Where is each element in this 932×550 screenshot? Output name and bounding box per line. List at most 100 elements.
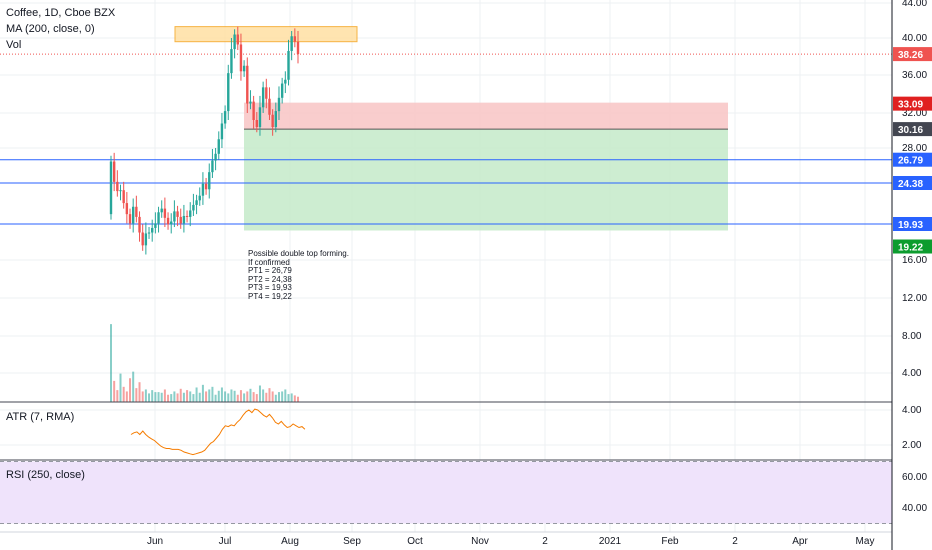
candle-body	[112, 161, 116, 182]
volume-bar	[132, 371, 135, 402]
candle	[166, 212, 170, 230]
candle	[290, 31, 293, 61]
volume-bar	[287, 394, 290, 402]
volume-bar	[192, 394, 195, 402]
candle	[258, 95, 262, 136]
volume-bar	[182, 392, 185, 402]
candle	[208, 163, 211, 199]
candle	[274, 102, 278, 133]
candle-body	[280, 83, 284, 98]
volume-bar	[167, 394, 170, 402]
candle	[198, 187, 201, 206]
price-tag	[893, 152, 932, 167]
candle-body	[208, 172, 211, 190]
x-tick-label: May	[856, 536, 875, 547]
volume-bar	[208, 389, 211, 402]
price-tag	[893, 122, 932, 137]
x-tick-label: Sep	[343, 536, 361, 547]
volume-bar	[271, 391, 274, 402]
y-tick-label: 4.00	[902, 368, 922, 379]
candle	[204, 177, 208, 195]
candle-body	[258, 107, 262, 127]
y-tick-label: 40.00	[902, 33, 927, 44]
price-tag-label: 19.22	[898, 243, 923, 254]
candle-body	[192, 204, 195, 211]
symbol-legend[interactable]: Coffee, 1D, Cboe BZX	[6, 7, 116, 19]
rsi-tick-label: 40.00	[902, 503, 927, 514]
candle-body	[147, 232, 151, 234]
candle-body	[261, 87, 265, 108]
candle	[287, 39, 290, 86]
candle	[116, 170, 119, 197]
volume-bar	[189, 391, 192, 402]
rsi-band	[0, 461, 892, 524]
volume-bar	[220, 387, 223, 402]
candle-body	[154, 223, 157, 228]
volume-bar	[293, 395, 296, 402]
volume-bar	[113, 380, 116, 402]
candle-body	[125, 203, 129, 215]
vol-legend[interactable]: Vol	[6, 39, 22, 51]
rsi-tick-label: 60.00	[902, 472, 927, 483]
rsi-legend[interactable]: RSI (250, close)	[6, 469, 85, 481]
candle-body	[144, 233, 148, 246]
y-tick-label: 8.00	[902, 331, 922, 342]
candle	[246, 57, 249, 113]
volume-bar	[154, 392, 157, 402]
ma-legend[interactable]: MA (200, close, 0)	[6, 23, 95, 35]
candle	[182, 204, 186, 233]
volume-bar	[224, 391, 227, 402]
volume-bar	[268, 388, 271, 402]
candle-body	[242, 65, 246, 72]
volume-bar	[176, 393, 179, 402]
volume-bar	[227, 393, 230, 402]
candle-body	[122, 190, 125, 204]
candle	[151, 219, 154, 242]
candle-body	[252, 101, 255, 120]
price-tag-label: 24.38	[898, 179, 923, 190]
volume-bar	[217, 390, 220, 402]
candle	[217, 131, 220, 160]
candle	[173, 200, 176, 228]
candle-body	[277, 97, 281, 112]
atr-legend[interactable]: ATR (7, RMA)	[6, 411, 75, 423]
volume-bar	[122, 386, 125, 402]
volume-bar	[138, 382, 141, 402]
candle	[157, 206, 160, 233]
candle	[249, 90, 252, 110]
note-line: PT4 = 19,22	[248, 291, 292, 301]
y-tick-label: 28.00	[902, 143, 927, 154]
candle	[160, 200, 163, 218]
volume-bar	[243, 393, 246, 402]
candle	[211, 148, 214, 178]
volume-bar	[255, 394, 258, 402]
candle	[227, 64, 230, 120]
note-line: PT3 = 19,93	[248, 283, 292, 293]
candle-body	[271, 114, 274, 127]
candle-body	[170, 221, 173, 225]
candle-body	[284, 79, 287, 84]
atr-tick-label: 2.00	[902, 440, 922, 451]
x-tick-label: 2	[542, 536, 548, 547]
candle-body	[198, 195, 201, 201]
candle-body	[109, 161, 113, 215]
volume-bar	[110, 324, 112, 402]
volume-bar	[252, 392, 255, 402]
volume-bar	[290, 393, 293, 402]
candle-body	[128, 214, 132, 224]
volume-bar	[119, 373, 122, 402]
candle	[154, 212, 157, 234]
price-tag	[893, 239, 932, 254]
candle	[128, 208, 132, 229]
candle	[135, 195, 138, 223]
candle	[119, 184, 122, 201]
candle-body	[138, 216, 141, 233]
candle-body	[239, 44, 243, 72]
x-tick-label: Oct	[407, 536, 423, 547]
candle-body	[214, 153, 217, 161]
price-tag-label: 26.79	[898, 156, 923, 167]
candle-body	[195, 200, 198, 205]
candle	[242, 60, 246, 77]
candle-body	[119, 190, 122, 192]
